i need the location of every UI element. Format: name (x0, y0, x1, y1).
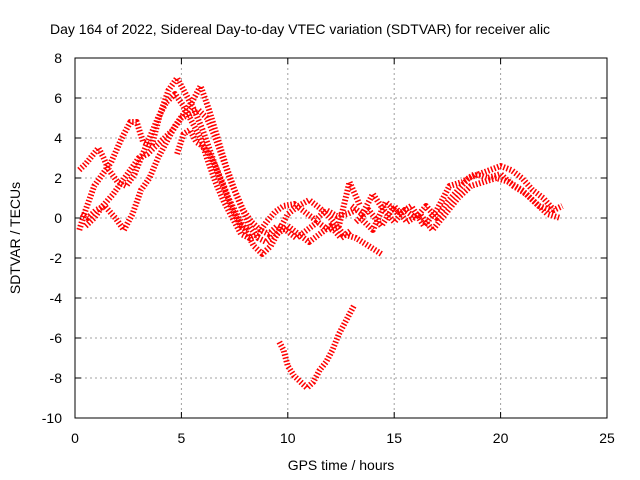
series-track-5 (174, 127, 251, 233)
tick-labels: 0 5 10 15 20 25 -10 -8 -6 -4 -2 0 2 4 6 8 (42, 50, 615, 446)
y-axis-title: SDTVAR / TECUs (7, 182, 23, 294)
x-tick-label: 15 (386, 430, 402, 446)
y-tick-label: -2 (50, 250, 63, 266)
y-tick-label: -8 (50, 370, 63, 386)
series-track-7 (353, 175, 562, 233)
y-tick-label: 0 (54, 210, 62, 226)
chart-title: Day 164 of 2022, Sidereal Day-to-day VTE… (50, 21, 550, 37)
series-track-1 (77, 91, 358, 241)
x-tick-label: 5 (178, 430, 186, 446)
data-series (76, 75, 564, 391)
y-tick-label: -10 (42, 410, 62, 426)
series-track-9 (276, 304, 357, 391)
series-track-3 (79, 83, 363, 241)
y-tick-label: 6 (54, 90, 62, 106)
x-tick-label: 10 (280, 430, 296, 446)
series-track-4 (83, 107, 354, 245)
y-tick-label: 2 (54, 170, 62, 186)
y-tick-label: -6 (50, 330, 63, 346)
series-track-8 (358, 171, 553, 233)
grid-lines (75, 58, 607, 418)
y-tick-label: 4 (54, 130, 62, 146)
x-tick-label: 25 (599, 430, 615, 446)
x-tick-label: 0 (71, 430, 79, 446)
x-tick-label: 20 (493, 430, 509, 446)
x-axis-title: GPS time / hours (288, 457, 395, 473)
series-track-6 (349, 163, 564, 225)
axis-ticks (74, 57, 608, 419)
plot-frame (74, 57, 608, 419)
y-tick-label: -4 (50, 290, 63, 306)
y-tick-label: 8 (54, 50, 62, 66)
